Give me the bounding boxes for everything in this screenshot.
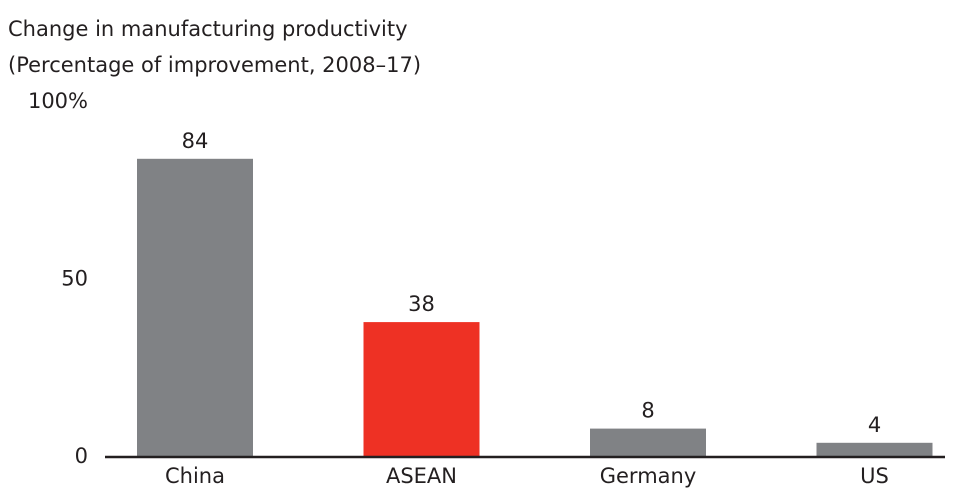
x-tick-label: Germany — [600, 464, 697, 488]
value-label: 38 — [408, 292, 435, 316]
value-label: 8 — [641, 399, 654, 423]
x-tick-label: ASEAN — [386, 464, 457, 488]
chart-title: Change in manufacturing productivity — [8, 17, 408, 41]
bar — [816, 442, 933, 457]
value-label: 84 — [182, 129, 209, 153]
y-tick-label: 100% — [28, 89, 88, 113]
bar — [137, 158, 253, 458]
chart-subtitle: (Percentage of improvement, 2008–17) — [8, 53, 421, 77]
x-tick-label: China — [165, 464, 225, 488]
value-label: 4 — [868, 413, 881, 437]
y-tick-label: 0 — [75, 444, 88, 468]
y-tick-label: 50 — [61, 267, 88, 291]
x-tick-label: US — [860, 464, 889, 488]
bar — [590, 428, 706, 457]
bar — [363, 322, 480, 457]
